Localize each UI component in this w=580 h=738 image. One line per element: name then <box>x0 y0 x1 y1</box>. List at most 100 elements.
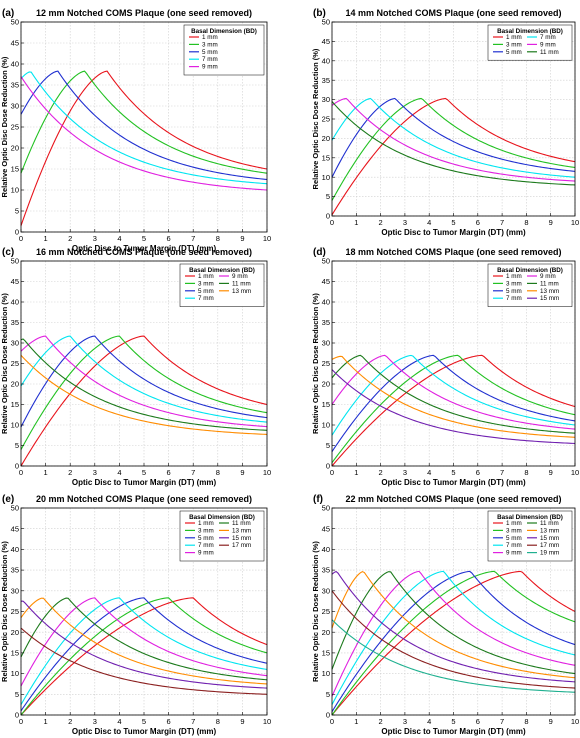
legend-title: Basal Dimension (BD) <box>497 514 563 521</box>
legend-entry: 3 mm <box>202 41 218 48</box>
y-tick-label: 50 <box>322 18 330 27</box>
y-tick-label: 35 <box>322 318 330 327</box>
x-tick-label: 9 <box>549 468 553 477</box>
x-tick-label: 4 <box>427 218 431 227</box>
chart-title: 20 mm Notched COMS Plaque (one seed remo… <box>36 494 252 504</box>
x-tick-label: 2 <box>379 218 383 227</box>
y-tick-label: 5 <box>326 192 330 201</box>
x-tick-label: 0 <box>330 218 334 227</box>
y-axis-label: Relative Optic Disc Dose Reduction (%) <box>0 541 9 682</box>
x-axis-label: Optic Disc to Tumor Margin (DT) (mm) <box>72 244 217 253</box>
series-line-15-mm <box>331 369 576 444</box>
y-axis-label: Relative Optic Disc Dose Reduction (%) <box>311 48 320 189</box>
x-tick-label: 8 <box>524 717 528 726</box>
x-tick-label: 3 <box>403 218 407 227</box>
series-line-9-mm <box>331 570 576 697</box>
chart-title: 14 mm Notched COMS Plaque (one seed remo… <box>345 8 561 18</box>
y-tick-label: 35 <box>322 566 330 575</box>
legend-title: Basal Dimension (BD) <box>497 267 563 274</box>
legend-entry: 1 mm <box>202 34 218 41</box>
legend-entry: 5 mm <box>202 49 218 56</box>
y-tick-label: 5 <box>326 441 330 450</box>
x-tick-label: 9 <box>549 218 553 227</box>
y-tick-label: 25 <box>322 607 330 616</box>
y-tick-label: 0 <box>326 462 330 471</box>
x-tick-label: 5 <box>451 717 455 726</box>
x-tick-label: 2 <box>379 468 383 477</box>
y-tick-label: 30 <box>322 586 330 595</box>
series-line-9-mm <box>331 354 576 430</box>
series-line-13-mm <box>20 354 268 435</box>
x-tick-label: 8 <box>216 717 220 726</box>
legend: Basal Dimension (BD)1 mm3 mm5 mm7 mm9 mm… <box>487 263 573 307</box>
legend-title: Basal Dimension (BD) <box>497 28 563 35</box>
legend-entry: 15 mm <box>540 295 559 302</box>
legend-entry: 7 mm <box>198 295 214 302</box>
series-line-13-mm <box>331 355 576 438</box>
legend-title: Basal Dimension (BD) <box>189 514 255 521</box>
x-axis-label: Optic Disc to Tumor Margin (DT) (mm) <box>381 228 526 237</box>
chart-title: 22 mm Notched COMS Plaque (one seed remo… <box>345 494 561 504</box>
x-tick-label: 0 <box>19 468 23 477</box>
series-line-7-mm <box>20 71 268 185</box>
y-tick-label: 40 <box>11 60 19 69</box>
y-tick-label: 25 <box>322 359 330 368</box>
legend-entry: 3 mm <box>198 280 214 287</box>
legend: Basal Dimension (BD)1 mm3 mm5 mm7 mm9 mm… <box>487 24 573 61</box>
legend-entry: 11 mm <box>232 520 251 527</box>
series-line-3-mm <box>20 70 268 174</box>
y-tick-label: 30 <box>11 339 19 348</box>
chart-title: 12 mm Notched COMS Plaque (one seed remo… <box>36 8 252 18</box>
x-tick-label: 7 <box>191 717 195 726</box>
y-tick-label: 30 <box>11 102 19 111</box>
series-line-3-mm <box>20 597 268 716</box>
y-axis-label: Relative Optic Disc Dose Reduction (%) <box>311 541 320 682</box>
y-tick-label: 10 <box>322 669 330 678</box>
y-tick-label: 45 <box>11 39 19 48</box>
y-tick-label: 5 <box>15 441 19 450</box>
series-line-7-mm <box>20 597 268 705</box>
series-line-17-mm <box>20 627 268 695</box>
x-axis-label: Optic Disc to Tumor Margin (DT) (mm) <box>381 478 526 487</box>
legend-entry: 13 mm <box>232 288 251 295</box>
x-tick-label: 6 <box>476 717 480 726</box>
series-line-3-mm <box>20 335 268 450</box>
panel-label: (b) <box>313 8 326 19</box>
y-axis-label: Relative Optic Disc Dose Reduction (%) <box>0 56 9 197</box>
x-tick-label: 3 <box>93 468 97 477</box>
x-tick-label: 3 <box>93 717 97 726</box>
y-tick-label: 15 <box>11 649 19 658</box>
series-line-1-mm <box>20 335 268 467</box>
y-tick-label: 40 <box>11 298 19 307</box>
x-tick-label: 4 <box>117 717 121 726</box>
y-tick-label: 25 <box>11 607 19 616</box>
x-tick-label: 7 <box>191 468 195 477</box>
y-tick-label: 5 <box>326 690 330 699</box>
series-line-11-mm <box>331 101 576 186</box>
x-tick-label: 5 <box>142 234 146 243</box>
x-tick-label: 9 <box>240 234 244 243</box>
legend-entry: 1 mm <box>506 273 522 280</box>
y-tick-label: 20 <box>322 628 330 637</box>
series-line-5-mm <box>331 570 576 712</box>
series-line-1-mm <box>331 97 576 216</box>
x-tick-label: 7 <box>500 468 504 477</box>
legend-entry: 1 mm <box>198 273 214 280</box>
legend-entry: 9 mm <box>540 273 556 280</box>
x-tick-label: 1 <box>44 468 48 477</box>
legend-entry: 9 mm <box>232 273 248 280</box>
series-line-1-mm <box>20 597 268 716</box>
legend-entry: 11 mm <box>540 520 559 527</box>
y-tick-label: 30 <box>322 95 330 104</box>
y-tick-label: 30 <box>322 339 330 348</box>
y-tick-label: 10 <box>322 421 330 430</box>
x-tick-label: 10 <box>263 717 271 726</box>
chart-title: 18 mm Notched COMS Plaque (one seed remo… <box>345 247 561 257</box>
x-tick-label: 3 <box>403 468 407 477</box>
legend: Basal Dimension (BD)1 mm3 mm5 mm7 mm9 mm… <box>179 263 265 307</box>
y-tick-label: 50 <box>322 257 330 266</box>
x-tick-label: 8 <box>524 468 528 477</box>
y-tick-label: 0 <box>15 711 19 720</box>
